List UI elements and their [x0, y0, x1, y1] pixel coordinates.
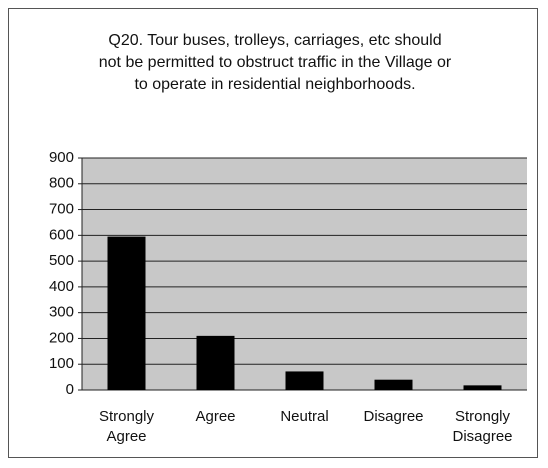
y-tick-label: 600	[49, 226, 74, 243]
bar	[196, 335, 235, 390]
y-tick-label: 800	[49, 175, 74, 192]
chart-title: Q20. Tour buses, trolleys, carriages, et…	[98, 32, 452, 93]
bar	[374, 379, 413, 390]
x-tick-label: Agree	[195, 408, 236, 425]
y-tick-label: 900	[49, 149, 74, 166]
bar	[463, 385, 502, 390]
plot-area	[82, 158, 527, 390]
x-tick-label: Disagree	[363, 408, 424, 425]
y-tick-label: 200	[49, 329, 74, 346]
bar	[107, 236, 146, 390]
y-tick-label: 300	[49, 304, 74, 321]
y-tick-label: 0	[66, 381, 74, 398]
y-tick-label: 100	[49, 355, 74, 372]
y-tick-label: 700	[49, 201, 74, 218]
y-tick-label: 400	[49, 278, 74, 295]
x-tick-label: Strongly Disagree	[452, 408, 513, 445]
x-tick-label: Strongly Agree	[98, 408, 155, 445]
y-tick-label: 500	[49, 252, 74, 269]
bar	[285, 371, 324, 390]
chart-frame	[8, 8, 538, 458]
x-tick-label: Neutral	[280, 408, 329, 425]
